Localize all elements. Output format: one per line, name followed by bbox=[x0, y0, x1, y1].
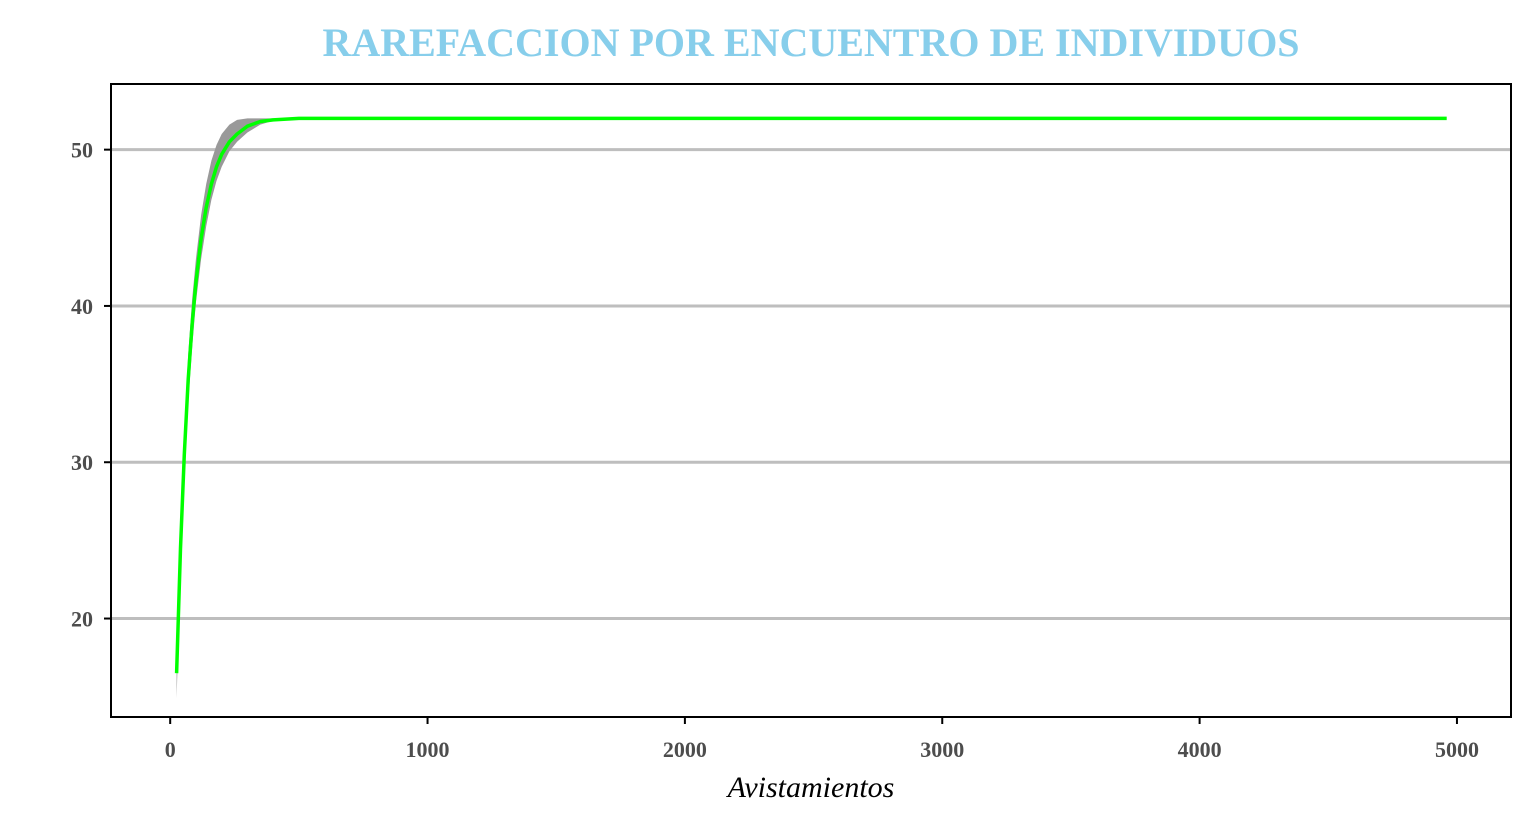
y-tick-label: 20 bbox=[71, 607, 93, 632]
x-axis-ticks: 0 1000 2000 3000 4000 5000 bbox=[165, 717, 1479, 762]
x-tick-label: 1000 bbox=[406, 737, 450, 762]
y-tick-label: 40 bbox=[71, 294, 93, 319]
y-axis-ticks: 20 30 40 50 bbox=[71, 138, 111, 632]
confidence-band-area bbox=[176, 118, 299, 699]
x-tick-label: 3000 bbox=[920, 737, 964, 762]
plot-panel-border bbox=[110, 83, 1512, 718]
y-tick-label: 50 bbox=[71, 138, 93, 163]
x-tick-label: 4000 bbox=[1178, 737, 1222, 762]
rarefaction-curve bbox=[174, 116, 1447, 674]
chart-title: RAREFACCION POR ENCUENTRO DE INDIVIDUOS bbox=[322, 20, 1299, 65]
y-tick-label: 30 bbox=[71, 450, 93, 475]
rarefaction-line bbox=[174, 116, 1447, 674]
x-tick-label: 2000 bbox=[663, 737, 707, 762]
confidence-band bbox=[176, 118, 299, 699]
x-axis-label: Avistamientos bbox=[726, 771, 895, 804]
x-tick-label: 5000 bbox=[1435, 737, 1479, 762]
x-tick-label: 0 bbox=[165, 737, 176, 762]
grid-lines bbox=[111, 148, 1511, 621]
